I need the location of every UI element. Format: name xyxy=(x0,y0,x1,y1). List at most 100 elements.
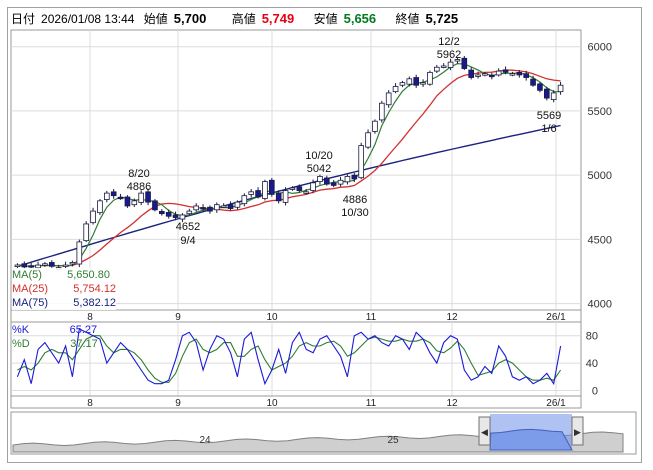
candle xyxy=(337,179,344,185)
candle xyxy=(550,92,557,101)
candle xyxy=(138,192,144,203)
price-tick-label: 4500 xyxy=(588,234,612,246)
candle xyxy=(303,191,309,194)
candle xyxy=(97,200,103,214)
month-label: 12 xyxy=(446,312,458,323)
month-label: 12 xyxy=(446,398,458,409)
ma5-value: 5,650.80 xyxy=(67,269,110,281)
k-value: 65.27 xyxy=(69,324,98,336)
annotation-label: 8/20 xyxy=(128,168,149,180)
candle xyxy=(35,264,41,269)
close-label: 終値 xyxy=(395,12,420,26)
ma25-value: 5,754.12 xyxy=(73,283,117,295)
candle xyxy=(179,214,186,220)
annotation-label: 12/2 xyxy=(438,36,459,48)
candle xyxy=(557,84,564,93)
annotation-label: 9/4 xyxy=(180,235,195,247)
month-axis-bottom: 8 9 10 11 12 26/1 xyxy=(87,398,566,409)
price-grid xyxy=(11,30,581,310)
month-label: 9 xyxy=(175,312,181,323)
navigator-left-handle[interactable]: ◀ xyxy=(478,416,491,446)
candle xyxy=(427,71,433,85)
candle xyxy=(413,77,419,86)
candle xyxy=(227,204,234,209)
candle xyxy=(275,192,282,202)
candle xyxy=(69,262,76,265)
ma75-legend-row: MA(75) 5,382.12 xyxy=(12,296,116,310)
close-value: 5,725 xyxy=(425,11,459,26)
candle xyxy=(392,86,399,93)
price-tick-label: 5500 xyxy=(588,106,612,118)
d-value: 37.17 xyxy=(70,338,98,350)
candle xyxy=(131,200,138,206)
navigator-year-label-24: 24 xyxy=(199,435,211,446)
candle xyxy=(310,182,316,191)
d-label: %D xyxy=(12,338,30,350)
candle xyxy=(255,190,261,198)
low-label: 安値 xyxy=(313,12,338,26)
candle xyxy=(406,78,413,85)
month-label: 8 xyxy=(87,398,93,409)
candle xyxy=(537,83,543,91)
candle xyxy=(475,74,481,77)
candle xyxy=(248,191,254,195)
candle xyxy=(544,88,550,99)
candle xyxy=(502,69,509,73)
candle xyxy=(420,82,426,85)
candle xyxy=(289,187,296,190)
candle xyxy=(186,210,193,215)
candle xyxy=(482,73,488,76)
month-label: 9 xyxy=(175,398,181,409)
candle xyxy=(468,69,474,78)
price-axis-ticks: 4000 4500 5000 5500 6000 xyxy=(588,42,612,311)
stochastic-lines xyxy=(16,328,562,386)
candle xyxy=(454,59,461,62)
candle xyxy=(379,102,385,121)
candle xyxy=(28,265,34,268)
ma25-line xyxy=(17,69,561,267)
month-label: 26/1 xyxy=(546,398,566,409)
navigator-right-handle[interactable]: ▶ xyxy=(571,416,584,446)
month-label: 8 xyxy=(87,312,93,323)
ma5-legend-row: MA(5) 5,650.80 xyxy=(12,268,116,282)
candle xyxy=(124,196,131,207)
stoch-k-line xyxy=(16,328,562,386)
candle xyxy=(516,71,523,76)
candle xyxy=(282,190,289,203)
stoch-tick-label: 80 xyxy=(586,331,598,343)
month-label: 10 xyxy=(266,312,278,323)
ma25-label: MA(25) xyxy=(12,283,49,295)
stoch-tick-label: 40 xyxy=(586,358,598,370)
candle xyxy=(14,264,21,267)
candle xyxy=(62,264,69,267)
candle xyxy=(90,210,96,224)
annotation-label: 4886 xyxy=(343,194,367,206)
candle xyxy=(434,66,440,72)
stoch-legend: %K 65.27 %D 37.17 xyxy=(12,323,98,351)
annotation-label: 5569 xyxy=(537,110,561,122)
open-value: 5,700 xyxy=(173,11,207,26)
chart-frame xyxy=(7,7,642,463)
datetime-value: 2026/01/08 13:44 xyxy=(41,12,135,26)
month-label: 11 xyxy=(366,398,377,409)
open-label: 始値 xyxy=(143,12,168,26)
candlestick-series xyxy=(14,55,564,271)
candle xyxy=(399,82,406,86)
candle xyxy=(324,177,330,185)
candle xyxy=(21,263,28,268)
ma5-line xyxy=(17,63,561,267)
candle xyxy=(117,196,124,200)
ma5-label: MA(5) xyxy=(12,269,42,281)
stoch-tick-label: 0 xyxy=(592,386,598,398)
candle xyxy=(330,182,337,186)
candle xyxy=(104,192,110,200)
candle xyxy=(83,223,89,242)
stoch-axis-ticks: 0 40 80 xyxy=(586,331,598,398)
month-axis-band xyxy=(10,309,582,323)
candle xyxy=(262,181,268,199)
annotation-label: 5042 xyxy=(307,163,331,175)
candle xyxy=(296,186,303,191)
moving-average-lines xyxy=(17,63,561,267)
ma-legend: MA(5) 5,650.80 MA(25) 5,754.12 MA(75) 5,382… xyxy=(12,268,117,310)
